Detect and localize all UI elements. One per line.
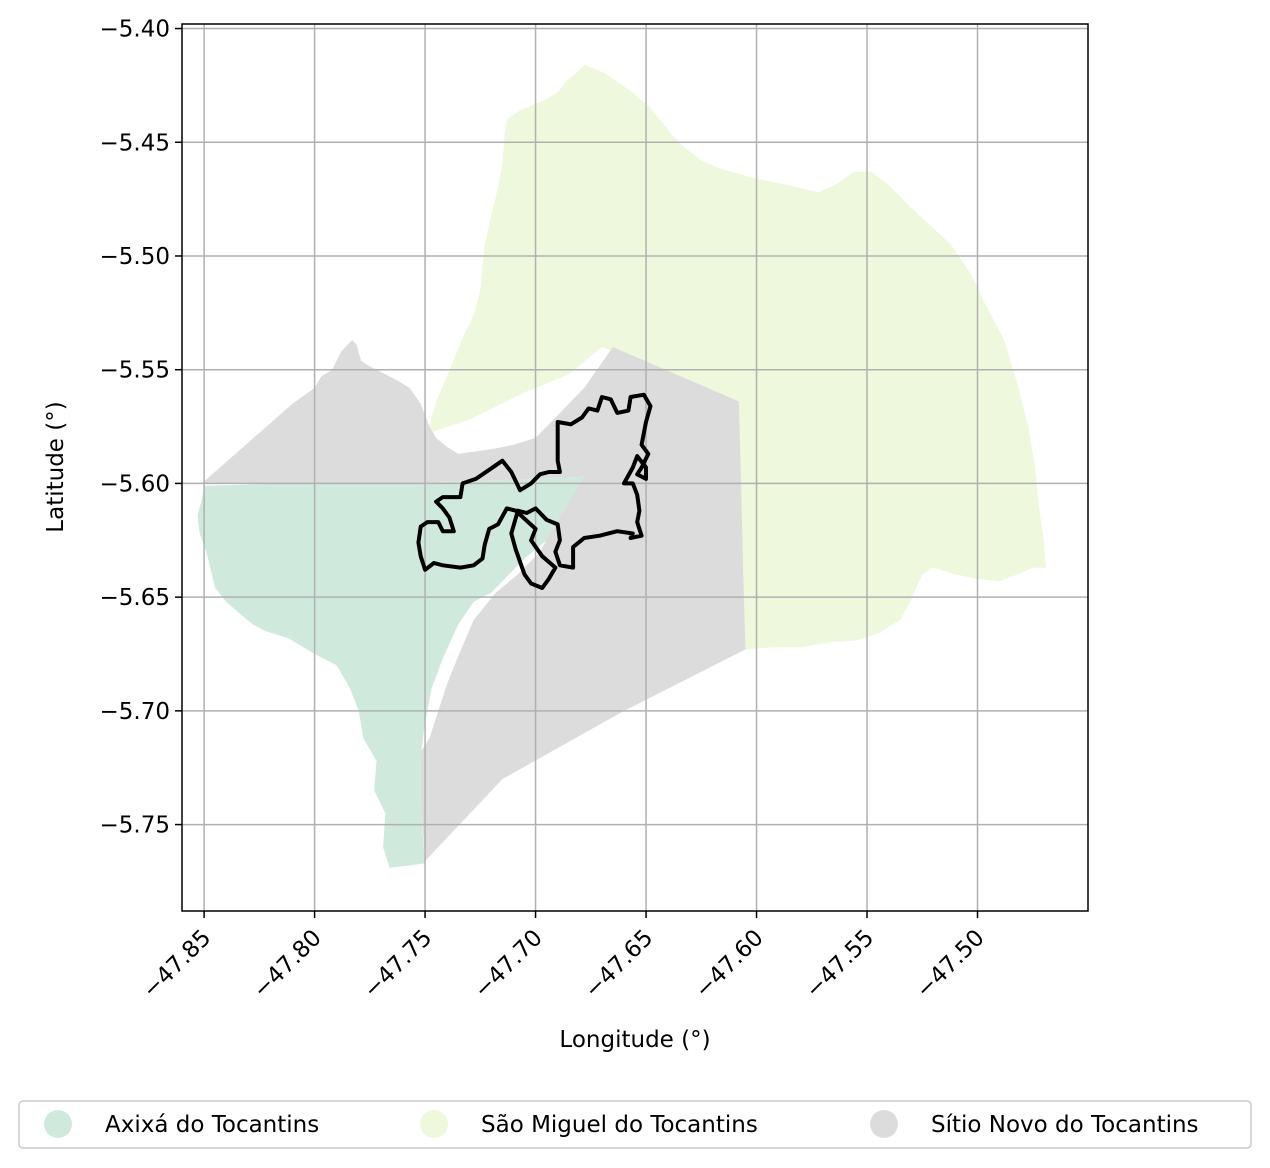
legend-label-sao-miguel-do-tocantins: São Miguel do Tocantins [481,1112,758,1138]
region-sao-miguel-do-tocantins [427,64,1046,650]
legend-items: Axixá do Tocantins São Miguel do Tocantin… [44,1110,1199,1138]
region-axixa-do-tocantins [197,476,585,868]
legend-marker-axixa-do-tocantins [44,1110,72,1138]
x-axis-title: Longitude (°) [559,1027,710,1053]
outline-layer [416,392,653,590]
plot-frame [181,23,1089,912]
region-sitio-novo-do-tocantins [201,340,746,862]
legend: Axixá do Tocantins São Miguel do Tocantin… [18,1100,1252,1149]
y-tick-label: −5.50 [100,244,170,270]
legend-label-axixa-do-tocantins: Axixá do Tocantins [105,1112,319,1138]
legend-marker-sao-miguel-do-tocantins [420,1110,448,1138]
region-layer [197,64,1046,868]
y-tick-label: −5.45 [100,130,170,156]
y-tick-label: −5.40 [100,17,170,43]
y-axis: −5.40 −5.45 −5.50 −5.55 −5.60 −5.65 −5.70 −5.75 [100,17,182,839]
y-tick-label: −5.65 [100,585,170,611]
y-tick-label: −5.60 [100,471,170,497]
y-tick-label: −5.75 [100,813,170,839]
legend-label-sitio-novo-do-tocantins: Sítio Novo do Tocantins [931,1112,1199,1138]
plot-area [181,23,1089,912]
y-tick-label: −5.70 [100,699,170,725]
y-axis-title: Latitude (°) [43,401,69,532]
legend-marker-sitio-novo-do-tocantins [870,1110,898,1138]
legend-frame [18,1100,1252,1149]
y-tick-label: −5.55 [100,358,170,384]
highlighted-boundary-outline [416,392,653,590]
